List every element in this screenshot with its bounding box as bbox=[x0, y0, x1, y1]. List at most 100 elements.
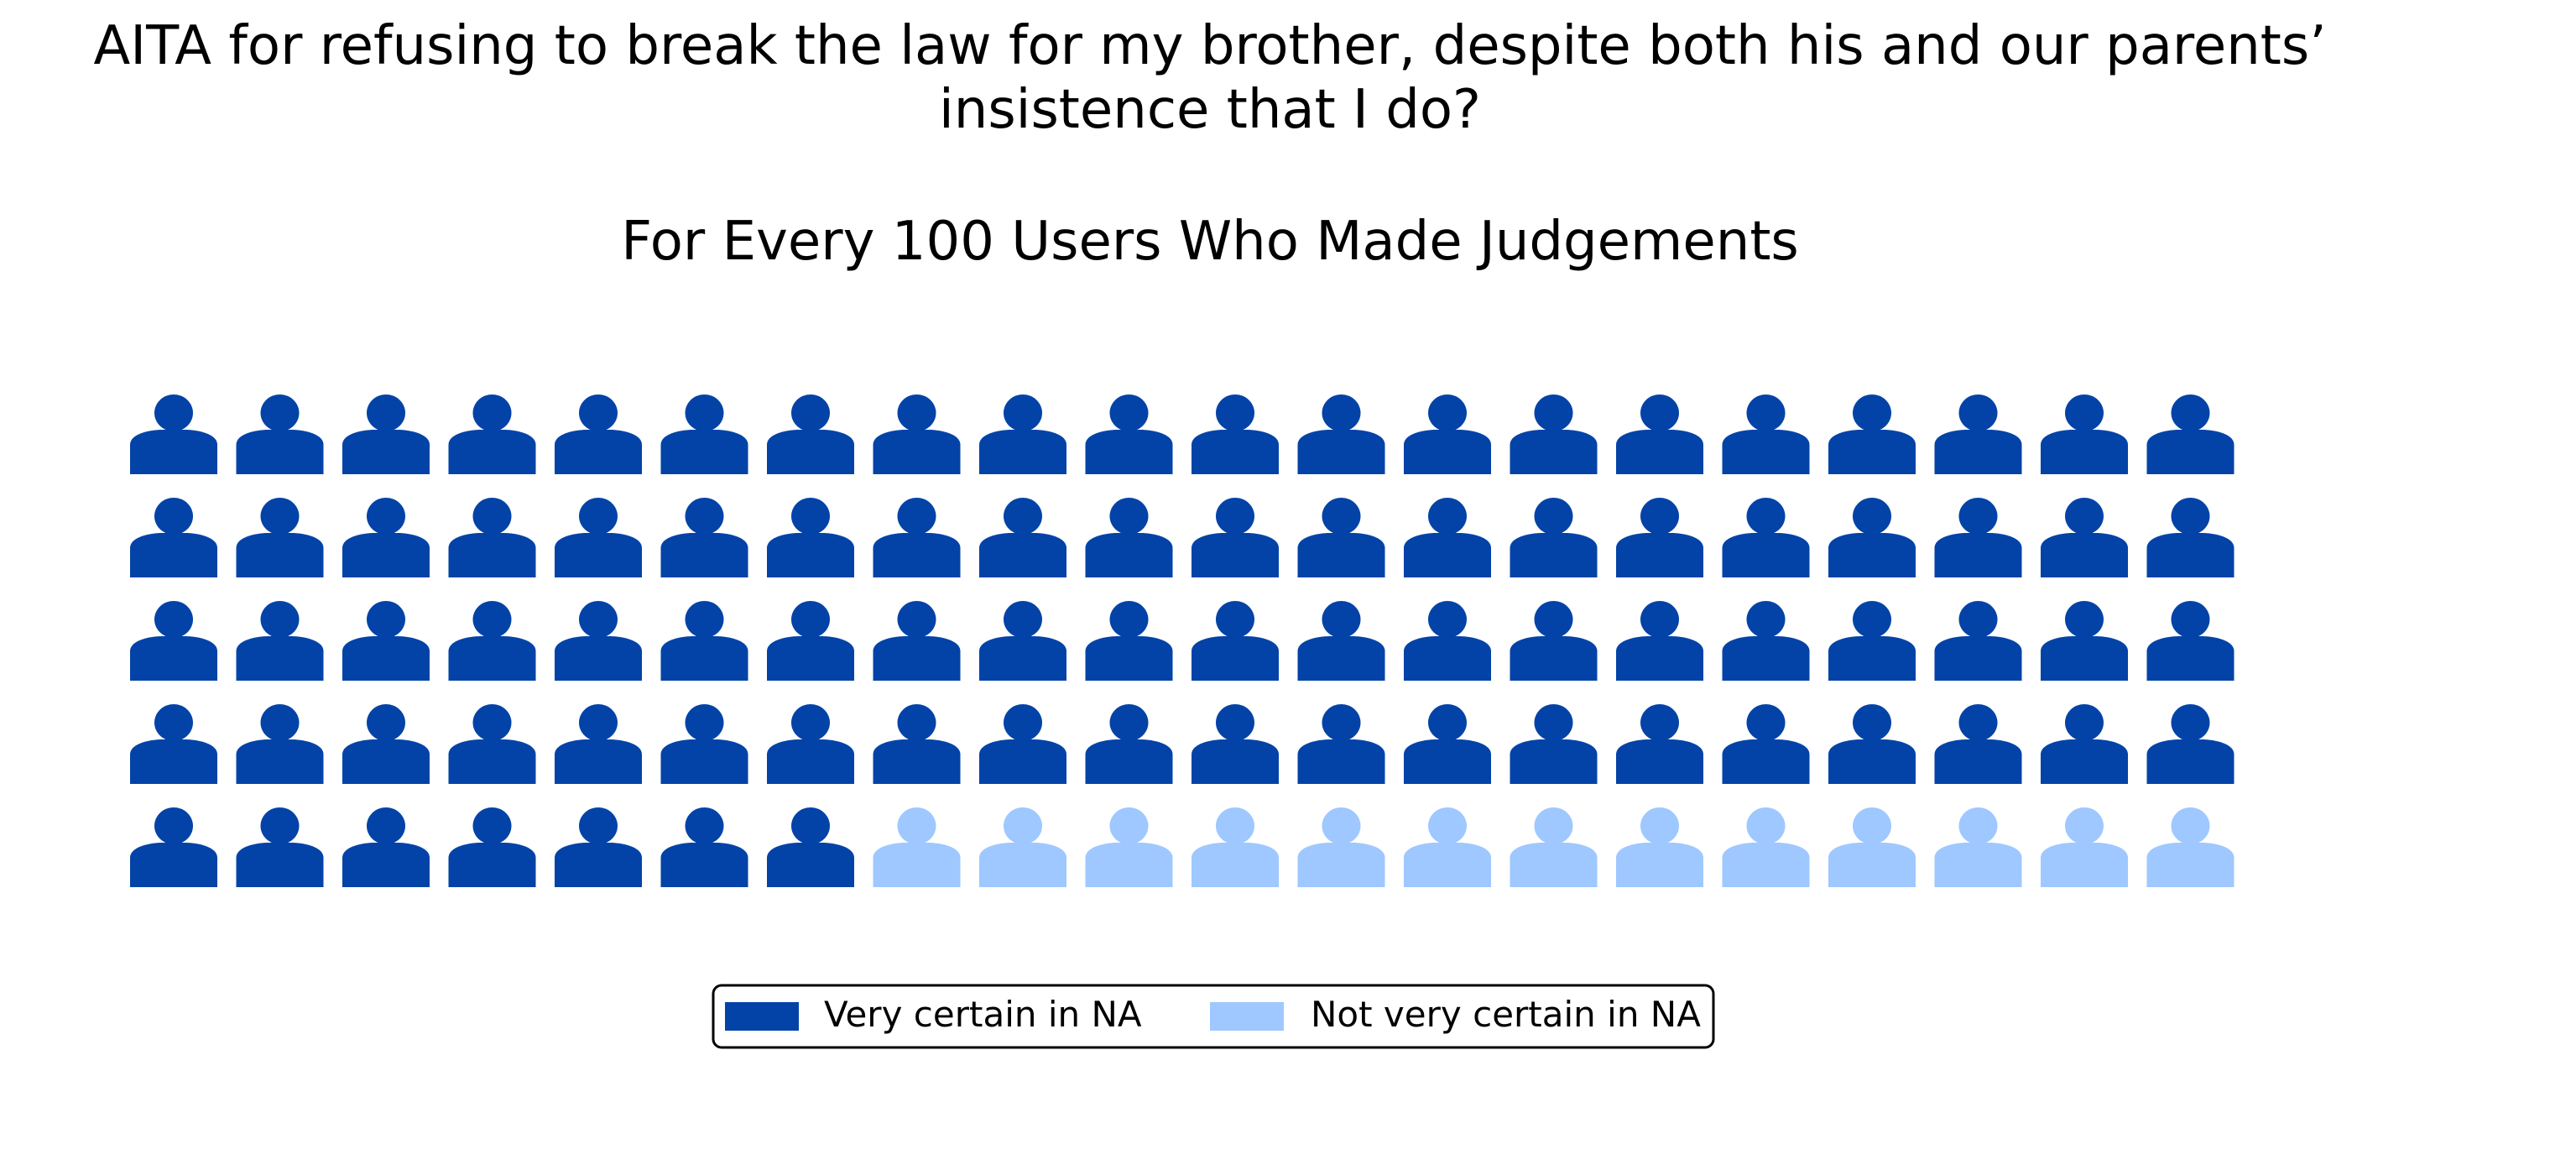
person-icon bbox=[1085, 807, 1173, 887]
person-icon bbox=[1616, 807, 1703, 887]
person-icon bbox=[448, 807, 536, 887]
person-icon bbox=[2041, 807, 2128, 887]
person-icon bbox=[660, 498, 748, 577]
person-icon bbox=[1722, 807, 1810, 887]
person-icon bbox=[1510, 704, 1598, 784]
person-icon bbox=[1297, 498, 1385, 577]
person-icon bbox=[873, 601, 961, 681]
person-icon bbox=[342, 498, 430, 577]
chart-title-line-2: insistence that I do? bbox=[939, 79, 1481, 141]
person-icon bbox=[1085, 601, 1173, 681]
person-icon bbox=[130, 704, 217, 784]
person-icon bbox=[1297, 601, 1385, 681]
person-icon bbox=[448, 498, 536, 577]
person-icon bbox=[660, 601, 748, 681]
person-icon bbox=[1297, 704, 1385, 784]
person-icon bbox=[1085, 394, 1173, 474]
person-icon bbox=[1616, 704, 1703, 784]
person-icon bbox=[873, 498, 961, 577]
person-icon bbox=[1722, 498, 1810, 577]
person-icon bbox=[1934, 394, 2022, 474]
chart-subtitle: For Every 100 Users Who Made Judgements bbox=[621, 211, 1799, 273]
person-icon bbox=[873, 704, 961, 784]
person-icon bbox=[1722, 601, 1810, 681]
person-icon bbox=[1616, 498, 1703, 577]
person-icon bbox=[448, 601, 536, 681]
person-icon bbox=[342, 394, 430, 474]
person-icon bbox=[979, 601, 1066, 681]
chart-title-line-1: AITA for refusing to break the law for m… bbox=[93, 15, 2326, 77]
person-icon bbox=[555, 498, 642, 577]
person-icon bbox=[1722, 394, 1810, 474]
person-icon bbox=[555, 394, 642, 474]
person-icon bbox=[130, 498, 217, 577]
person-icon bbox=[130, 394, 217, 474]
person-icon bbox=[660, 807, 748, 887]
person-icon bbox=[979, 498, 1066, 577]
person-icon bbox=[1404, 394, 1491, 474]
person-icon bbox=[979, 807, 1066, 887]
person-icon bbox=[342, 704, 430, 784]
person-icon bbox=[1934, 498, 2022, 577]
person-icon bbox=[448, 704, 536, 784]
person-icon bbox=[1510, 498, 1598, 577]
person-icon bbox=[767, 704, 854, 784]
person-icon bbox=[1192, 601, 1279, 681]
person-icon bbox=[2041, 394, 2128, 474]
person-icon bbox=[236, 704, 324, 784]
person-icon bbox=[1934, 601, 2022, 681]
person-icon bbox=[1297, 807, 1385, 887]
person-icon bbox=[1404, 498, 1491, 577]
person-icon bbox=[236, 498, 324, 577]
person-icon bbox=[448, 394, 536, 474]
person-icon bbox=[1828, 394, 1916, 474]
person-icon bbox=[660, 704, 748, 784]
person-icon bbox=[1404, 601, 1491, 681]
person-icon bbox=[767, 807, 854, 887]
person-icon bbox=[1828, 601, 1916, 681]
person-icon bbox=[2146, 601, 2234, 681]
person-icon bbox=[1297, 394, 1385, 474]
person-icon bbox=[767, 601, 854, 681]
person-icon bbox=[555, 601, 642, 681]
person-icon bbox=[873, 807, 961, 887]
person-icon bbox=[2146, 807, 2234, 887]
person-icon bbox=[1085, 704, 1173, 784]
person-icon bbox=[342, 601, 430, 681]
person-icon bbox=[1192, 807, 1279, 887]
person-icon bbox=[1085, 498, 1173, 577]
person-icon bbox=[979, 704, 1066, 784]
legend-label-very-certain: Very certain in NA bbox=[824, 994, 1142, 1035]
icon-grid bbox=[130, 394, 2234, 887]
person-icon bbox=[236, 394, 324, 474]
person-icon bbox=[1934, 704, 2022, 784]
person-icon bbox=[767, 498, 854, 577]
person-icon bbox=[1192, 704, 1279, 784]
person-icon bbox=[660, 394, 748, 474]
person-icon bbox=[555, 704, 642, 784]
person-icon bbox=[1192, 498, 1279, 577]
person-icon bbox=[236, 601, 324, 681]
person-icon bbox=[1192, 394, 1279, 474]
person-icon bbox=[1828, 498, 1916, 577]
legend-label-not-very-certain: Not very certain in NA bbox=[1311, 994, 1701, 1035]
person-icon bbox=[1828, 807, 1916, 887]
person-icon bbox=[1404, 704, 1491, 784]
person-icon bbox=[1616, 394, 1703, 474]
legend-swatch-very-certain bbox=[725, 1002, 799, 1031]
person-icon bbox=[979, 394, 1066, 474]
person-icon bbox=[2041, 498, 2128, 577]
person-icon bbox=[2041, 704, 2128, 784]
person-icon bbox=[2146, 394, 2234, 474]
person-icon bbox=[2146, 498, 2234, 577]
legend-swatch-not-very-certain bbox=[1210, 1002, 1284, 1031]
person-icon bbox=[1828, 704, 1916, 784]
person-icon bbox=[342, 807, 430, 887]
person-icon bbox=[873, 394, 961, 474]
person-icon bbox=[130, 807, 217, 887]
person-icon bbox=[1404, 807, 1491, 887]
person-icon bbox=[1934, 807, 2022, 887]
person-icon bbox=[130, 601, 217, 681]
